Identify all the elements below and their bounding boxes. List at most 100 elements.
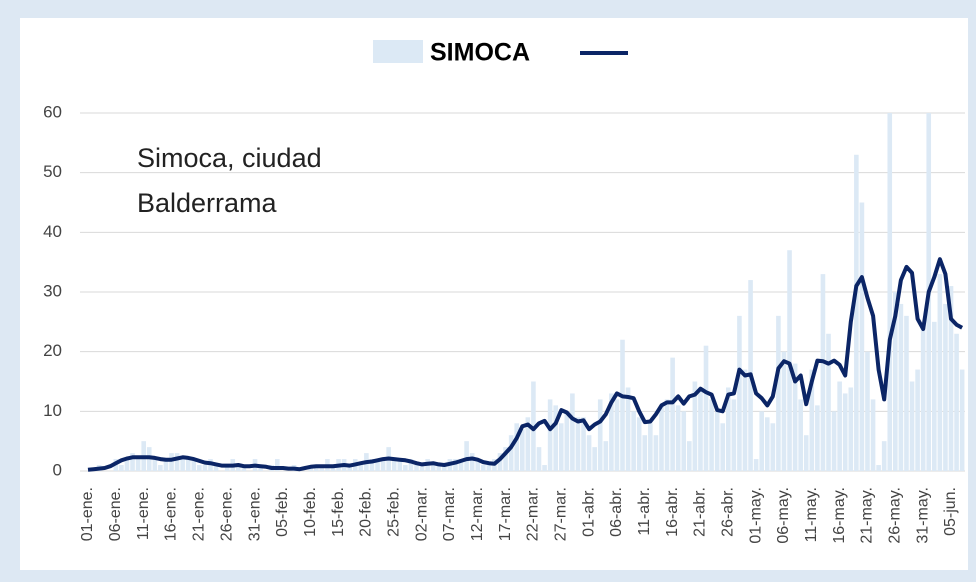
- y-tick-label: 0: [53, 460, 62, 479]
- bar: [224, 465, 230, 471]
- bar: [625, 387, 631, 471]
- x-tick-label: 21-ene.: [191, 487, 208, 541]
- bar: [764, 417, 770, 471]
- bar: [614, 399, 620, 471]
- bar: [803, 435, 809, 471]
- bar: [436, 465, 442, 471]
- bar: [531, 381, 536, 471]
- bar: [213, 465, 219, 471]
- bar: [809, 369, 815, 471]
- bar: [881, 441, 887, 471]
- bar: [497, 453, 503, 471]
- x-tick-label: 31-may.: [914, 487, 931, 544]
- bar: [675, 405, 681, 471]
- x-tick-label: 25-feb.: [385, 487, 402, 537]
- x-tick-label: 26-abr.: [720, 487, 737, 537]
- bar: [547, 399, 553, 471]
- bar: [397, 459, 403, 471]
- bar: [525, 417, 531, 471]
- bar: [508, 435, 514, 471]
- bar: [275, 459, 280, 471]
- bar: [826, 333, 831, 471]
- bar: [375, 459, 380, 471]
- bar: [893, 292, 898, 471]
- x-tick-label: 06-ene.: [107, 487, 124, 541]
- bar: [453, 459, 458, 471]
- bar: [681, 411, 687, 471]
- bar: [848, 387, 854, 471]
- bar: [742, 369, 748, 471]
- bar: [664, 399, 670, 471]
- bar: [586, 435, 592, 471]
- bar: [954, 333, 959, 471]
- bar: [481, 465, 486, 471]
- bar: [236, 465, 241, 471]
- bar: [909, 381, 915, 471]
- legend-label: SIMOCA: [430, 39, 530, 67]
- bar: [876, 465, 881, 471]
- bar: [570, 393, 575, 471]
- bar: [842, 393, 848, 471]
- bar: [475, 459, 481, 471]
- y-tick-label: 20: [43, 341, 62, 360]
- bar: [714, 411, 720, 471]
- bar: [931, 321, 937, 471]
- bar: [692, 381, 698, 471]
- bar: [820, 274, 826, 471]
- bar: [642, 435, 648, 471]
- bar: [959, 369, 965, 471]
- bar: [776, 315, 781, 471]
- bar: [915, 369, 920, 471]
- chart-panel: [20, 18, 968, 570]
- x-tick-label: 17-mar.: [497, 487, 514, 541]
- bar: [202, 465, 208, 471]
- bar: [464, 441, 469, 471]
- bar: [815, 405, 820, 471]
- bar: [709, 399, 714, 471]
- bar: [442, 465, 447, 471]
- bar: [191, 459, 197, 471]
- legend-swatch-bar: [373, 40, 423, 63]
- bar: [865, 351, 870, 471]
- y-tick-label: 10: [43, 401, 62, 420]
- bar: [575, 417, 581, 471]
- bar: [130, 453, 135, 471]
- x-tick-label: 07-mar.: [441, 487, 458, 541]
- bar: [169, 453, 174, 471]
- y-tick-label: 30: [43, 281, 62, 300]
- bar: [753, 459, 759, 471]
- bar: [659, 405, 664, 471]
- bar: [636, 417, 642, 471]
- x-tick-label: 26-ene.: [218, 487, 235, 541]
- bar: [197, 465, 202, 471]
- bar: [687, 441, 692, 471]
- bar: [703, 345, 709, 471]
- x-tick-label: 15-feb.: [330, 487, 347, 537]
- line: [87, 257, 964, 472]
- bar: [185, 459, 191, 471]
- bar: [759, 411, 764, 471]
- x-tick-label: 20-feb.: [358, 487, 375, 537]
- x-tick-label: 11-may.: [803, 487, 820, 542]
- bar: [564, 411, 570, 471]
- bar: [403, 465, 408, 471]
- bar: [837, 381, 842, 471]
- bar: [887, 113, 893, 471]
- bar: [180, 459, 185, 471]
- bar: [519, 429, 525, 471]
- x-tick-label: 22-mar.: [525, 487, 542, 541]
- x-tick-label: 11-abr.: [636, 487, 653, 536]
- x-tick-label: 10-feb.: [302, 487, 319, 537]
- x-tick-label: 01-may.: [747, 487, 764, 544]
- bar: [369, 459, 375, 471]
- bar: [948, 286, 954, 471]
- bar: [119, 465, 124, 471]
- x-tick-label: 06-abr.: [608, 487, 625, 537]
- annotation: Simoca, ciudad: [137, 143, 322, 173]
- x-tick-label: 01-ene.: [79, 487, 96, 541]
- bar: [670, 357, 675, 471]
- bar: [631, 411, 636, 471]
- bar: [720, 423, 726, 471]
- bar: [620, 339, 625, 471]
